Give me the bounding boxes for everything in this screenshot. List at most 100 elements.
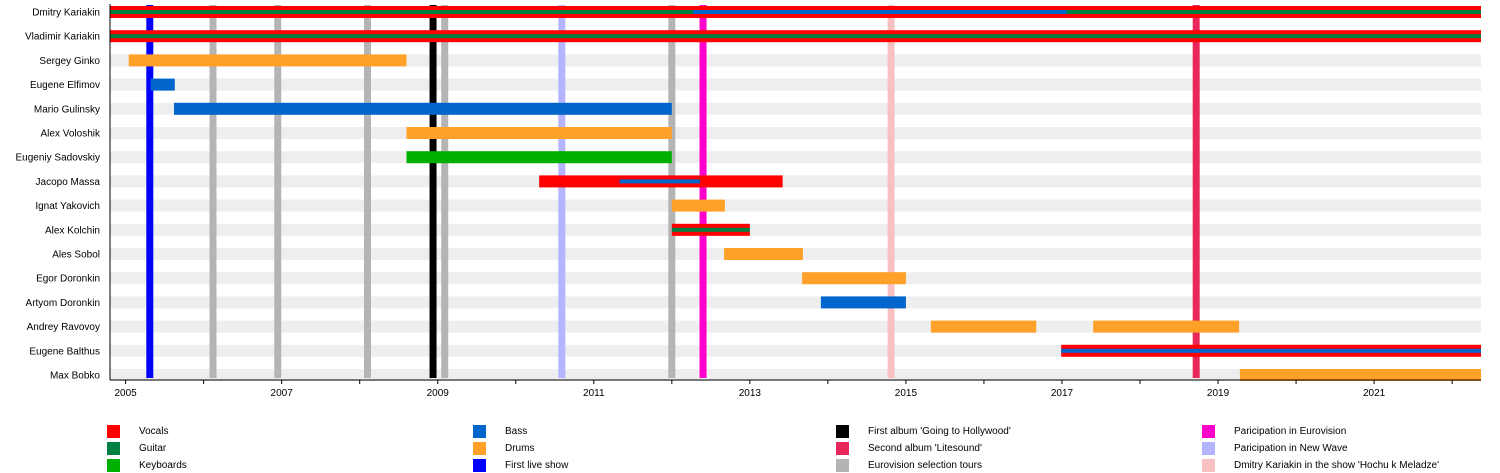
legend-label: Vocals [139,425,169,437]
row-band [110,54,1481,67]
legend-item: Dmitry Kariakin in the show 'Hochu k Mel… [1202,457,1439,473]
bar-keyboards [406,151,672,164]
legend-label: First album 'Going to Hollywood' [868,425,1011,437]
event-line [274,5,282,378]
legend-label: Bass [505,425,528,437]
bar-bass [173,102,672,115]
row-band [110,127,1481,139]
legend-label: Eurovision selection tours [868,459,982,471]
row-band [110,223,1481,236]
bar-drums [724,248,803,260]
legend-item: Vocals [107,423,168,439]
row-band [110,175,1481,188]
legend-swatch [473,441,486,455]
member-label: Eugene Balthus [29,346,100,357]
row-band [110,369,1481,381]
bar-drums [128,54,407,67]
member-label: Vladimir Kariakin [25,32,100,43]
legend-label: Second album 'Litesound' [868,442,982,454]
event-line [209,5,217,378]
member-label: Ignat Yakovich [35,201,100,212]
bar-drums [1239,369,1481,381]
legend-label: Keyboards [139,459,187,471]
legend-swatch [1202,441,1215,455]
legend-swatch [836,458,849,472]
event-line [558,5,566,378]
event-line [146,5,154,378]
bar-drums [1093,320,1240,333]
x-tick-label: 2009 [427,388,450,399]
bar-bass [619,179,700,184]
legend-item: First live show [473,457,568,473]
member-label: Artyom Doronkin [26,298,100,309]
event-line [668,5,676,378]
bar-drums [406,127,672,139]
row-band [110,199,1481,212]
member-label: Ales Sobol [52,250,100,261]
legend-swatch [473,424,486,438]
row-band [110,78,1481,91]
x-tick-label: 2019 [1207,388,1230,399]
member-label: Max Bobko [50,371,100,382]
legend-label: Guitar [139,442,167,454]
legend-item: Eurovision selection tours [836,457,982,473]
bar-bass [692,10,1067,14]
row-band [110,151,1481,164]
member-label: Eugene Elfimov [30,80,100,91]
legend: Vocals Guitar Keyboards Bass Drums First live… [0,423,1500,473]
legend-label: Paricipation in New Wave [1234,442,1348,454]
member-label: Alex Voloshik [41,129,101,140]
legend-item: Drums [473,440,534,456]
x-tick-label: 2017 [1051,388,1074,399]
legend-item: Keyboards [107,457,187,473]
bar-drums [671,199,725,212]
bar-drums [802,272,906,285]
member-label: Jacopo Massa [36,177,101,188]
bar-bass [150,78,175,91]
legend-item: Guitar [107,440,166,456]
legend-label: Drums [505,442,535,454]
bar-guitar [110,34,1481,39]
legend-label: Paricipation in Eurovision [1234,425,1347,437]
member-label: Dmitry Kariakin [32,8,100,19]
x-tick-label: 2021 [1363,388,1386,399]
bar-bass [1061,348,1481,353]
x-tick-label: 2015 [895,388,918,399]
event-line [429,5,437,378]
event-line [699,5,707,378]
event-line [441,5,449,378]
x-tick-label: 2011 [583,388,605,399]
legend-label: Dmitry Kariakin in the show 'Hochu k Mel… [1234,459,1440,471]
legend-swatch [107,441,120,455]
legend-swatch [836,441,849,455]
legend-swatch [836,424,849,438]
member-label: Egor Doronkin [36,274,100,285]
event-line [364,5,372,378]
legend-swatch [107,458,120,472]
event-line [1192,5,1200,378]
x-tick-label: 2007 [271,388,294,399]
legend-item: Bass [473,423,527,439]
bar-bass [820,296,906,309]
legend-item: Paricipation in New Wave [1202,440,1348,456]
member-label: Sergey Ginko [39,56,100,67]
member-label: Andrey Ravovoy [27,322,100,333]
legend-label: First live show [505,459,569,471]
legend-swatch [1202,458,1215,472]
x-tick-label: 2013 [739,388,762,399]
row-band [110,272,1481,285]
row-band [110,296,1481,309]
legend-item: Second album 'Litesound' [836,440,982,456]
member-label: Mario Gulinsky [34,104,100,115]
legend-swatch [473,458,486,472]
legend-swatch [1202,424,1215,438]
row-band [110,320,1481,333]
x-tick-label: 2005 [114,388,137,399]
timeline-chart: Dmitry Kariakin Vladimir Kariakin Sergey G… [16,4,1481,399]
event-line [887,5,895,378]
legend-swatch [107,424,120,438]
legend-item: First album 'Going to Hollywood' [836,423,1011,439]
member-label: Alex Kolchin [45,225,100,236]
bar-guitar [671,227,750,232]
member-label: Eugeniy Sadovskiy [16,153,101,164]
